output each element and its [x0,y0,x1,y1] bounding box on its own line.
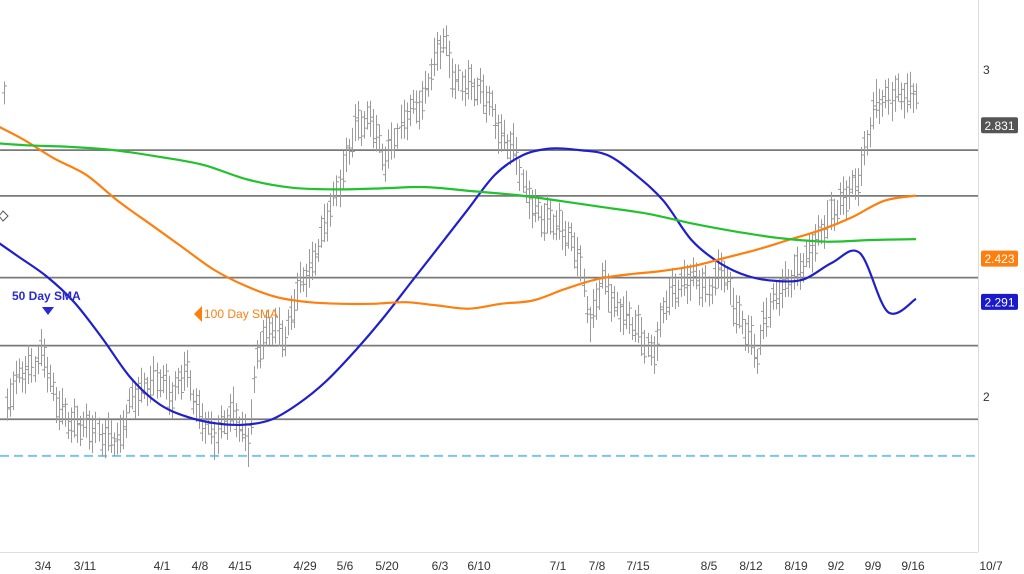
x-tick-label: 8/12 [739,559,763,573]
x-axis-ticks: 3/4 3/11 4/1 4/8 4/15 4/29 5/6 5/20 6/3 6/10 7/1 7/… [35,559,1003,573]
x-tick-label: 6/10 [467,559,491,573]
x-tick-label: 10/7 [979,559,1003,573]
x-tick-label: 9/2 [828,559,845,573]
price-bars [2,25,919,468]
plot-background [0,0,978,552]
sma50-annotation-label: 50 Day SMA [12,289,81,303]
x-tick-label: 9/16 [901,559,925,573]
price-badges: 2.831 2.423 2.291 [981,117,1018,310]
y-axis-ticks: 32 [983,63,990,404]
x-tick-label: 3/11 [74,559,97,573]
x-tick-label: 7/15 [626,559,650,573]
sma50-annotation-marker [42,307,54,315]
series-line-sma100 [0,126,917,310]
horizontal-levels [0,149,978,457]
price-badge-label: 2.291 [984,295,1014,309]
x-tick-label: 3/4 [35,559,52,573]
x-tick-label: 4/8 [192,559,209,573]
x-tick-label: 9/9 [865,559,882,573]
x-tick-label: 7/1 [550,559,567,573]
x-tick-label: 5/6 [337,559,354,573]
x-tick-label: 6/3 [432,559,449,573]
sma-annotations: 50 Day SMA 100 Day SMA [0,210,278,322]
x-tick-label: 5/20 [375,559,399,573]
x-tick-label: 4/15 [228,559,252,573]
series-line-sma50 [0,147,917,427]
price-badge-label: 2.831 [984,119,1014,133]
price-badge-label: 2.423 [984,252,1014,266]
y-tick-label: 3 [983,63,990,77]
x-tick-label: 8/19 [784,559,808,573]
y-tick-label: 2 [983,390,990,404]
x-tick-label: 4/1 [154,559,171,573]
sma100-annotation-label: 100 Day SMA [204,307,278,321]
x-tick-label: 8/5 [701,559,718,573]
price-badge-2 [981,293,1018,310]
x-tick-label: 7/8 [589,559,606,573]
price-badge-1 [981,250,1018,267]
moving-averages [0,126,917,427]
series-line-sma200 [0,142,917,243]
price-badge-0 [981,117,1018,134]
sma100-annotation-marker [194,306,202,322]
x-tick-label: 4/29 [293,559,317,573]
diamond-marker [0,210,9,222]
